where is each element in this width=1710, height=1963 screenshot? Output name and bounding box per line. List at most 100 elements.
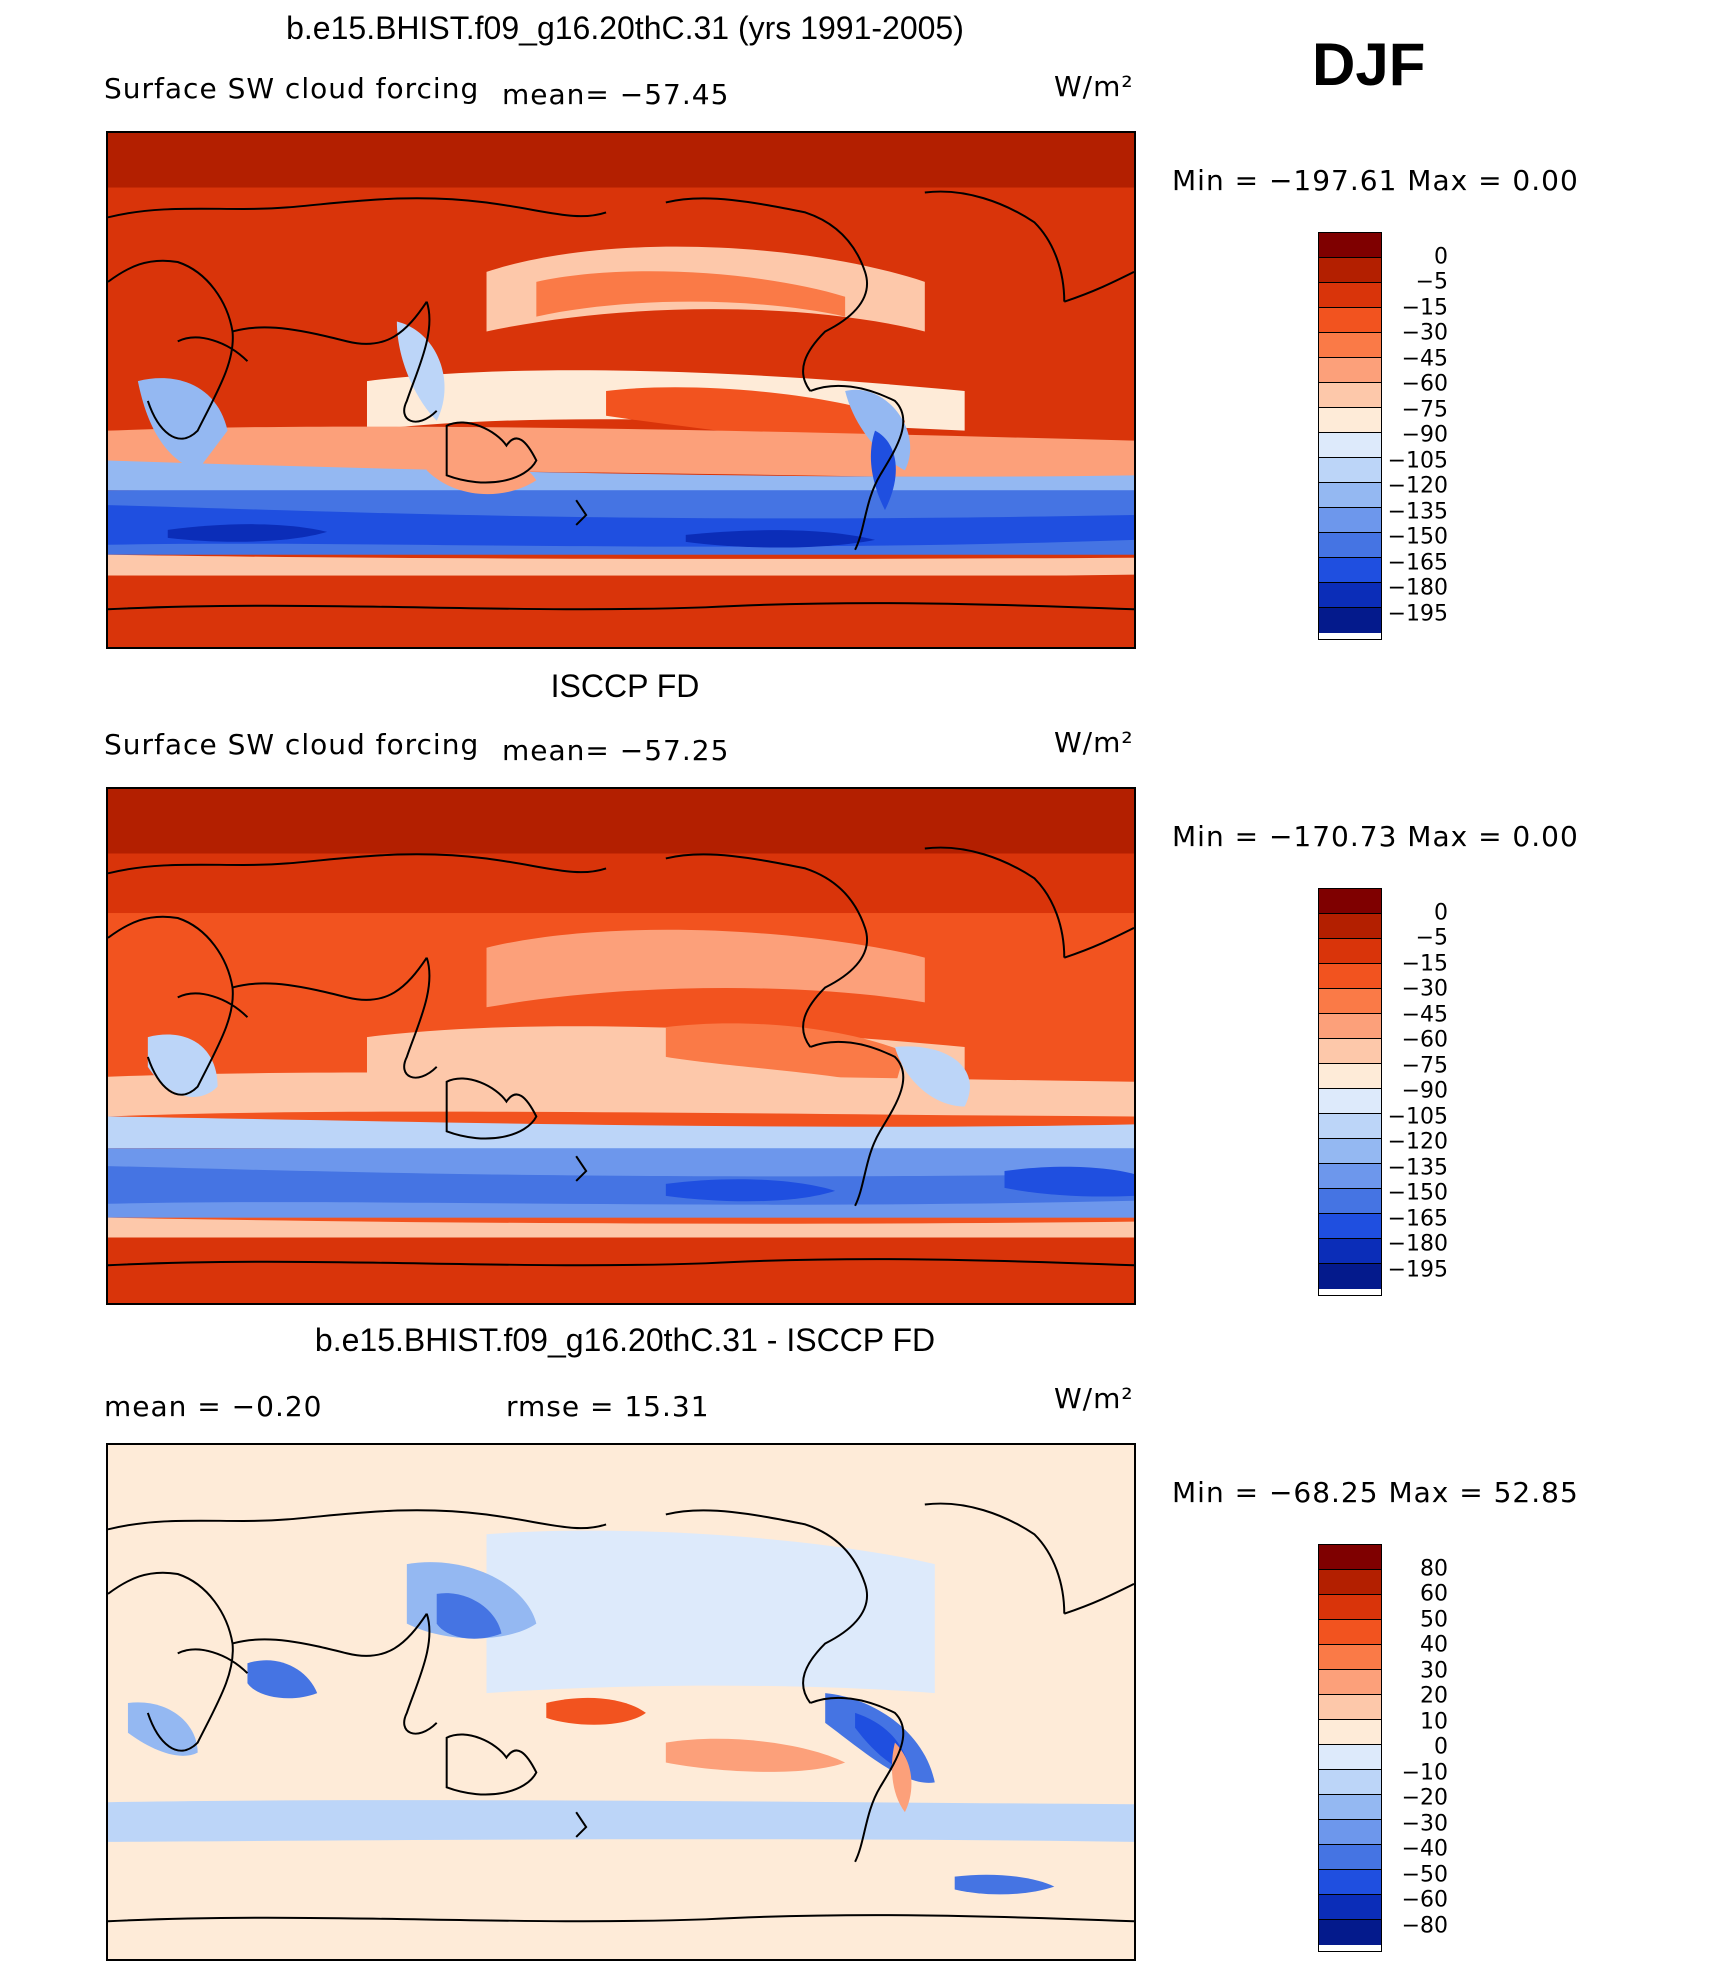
panel3-colorbar-swatch-0 — [1319, 1545, 1381, 1570]
panel2-map-svg — [108, 789, 1134, 1303]
panel3-colorbar-label: −30 — [1401, 1811, 1448, 1837]
panel2-colorbar-label: −45 — [1401, 1002, 1448, 1028]
panel1-colorbar-label: −105 — [1387, 448, 1448, 474]
panel2-colorbar-swatch-11 — [1319, 1164, 1381, 1189]
panel1-colorbar-label: −195 — [1387, 601, 1448, 627]
panel2-units-label: W/m² — [1054, 726, 1134, 759]
panel2-colorbar-label: −60 — [1401, 1027, 1448, 1053]
panel3-colorbar-label: −50 — [1401, 1862, 1448, 1888]
panel2-colorbar-swatch-3 — [1319, 964, 1381, 989]
panel2-colorbar — [1318, 888, 1382, 1296]
panel3-colorbar-label: 20 — [1420, 1683, 1448, 1709]
panel3-colorbar-swatch-7 — [1319, 1720, 1381, 1745]
panel3-colorbar-swatch-15 — [1319, 1920, 1381, 1945]
panel3-rmse-label: rmse = 15.31 — [506, 1390, 710, 1423]
panel3-colorbar-swatch-11 — [1319, 1820, 1381, 1845]
panel2-colorbar-label: −15 — [1401, 951, 1448, 977]
panel2-title: ISCCP FD — [550, 668, 700, 704]
panel2-colorbar-label: −195 — [1387, 1257, 1448, 1283]
panel1-colorbar-swatch-10 — [1319, 483, 1381, 508]
panel2-colorbar-swatch-12 — [1319, 1189, 1381, 1214]
panel3-units-label: W/m² — [1054, 1382, 1134, 1415]
panel3-colorbar-label: 40 — [1420, 1632, 1448, 1658]
panel3-colorbar-label: 10 — [1420, 1709, 1448, 1735]
panel1-colorbar-label: −75 — [1401, 397, 1448, 423]
panel3-map-svg — [108, 1445, 1134, 1959]
panel3-colorbar-swatch-9 — [1319, 1770, 1381, 1795]
panel2-colorbar-label: −150 — [1387, 1180, 1448, 1206]
panel2-colorbar-label: −165 — [1387, 1206, 1448, 1232]
panel3-colorbar — [1318, 1544, 1382, 1952]
panel3-colorbar-swatch-12 — [1319, 1845, 1381, 1870]
panel1-colorbar-swatch-13 — [1319, 558, 1381, 583]
panel1-colorbar-label: −60 — [1401, 371, 1448, 397]
panel1-title: b.e15.BHIST.f09_g16.20thC.31 (yrs 1991-2… — [286, 10, 964, 46]
panel1-colorbar-swatch-9 — [1319, 458, 1381, 483]
panel2-colorbar-swatch-7 — [1319, 1064, 1381, 1089]
panel3-colorbar-swatch-3 — [1319, 1620, 1381, 1645]
panel2-map — [106, 787, 1136, 1305]
panel3-colorbar-swatch-10 — [1319, 1795, 1381, 1820]
panel1-colorbar-swatch-4 — [1319, 333, 1381, 358]
panel3-map — [106, 1443, 1136, 1961]
panel3-colorbar-label: 50 — [1420, 1607, 1448, 1633]
panel3-colorbar-labels: 80 60 50 40 30 20 10 0 −10 −20 −30 −40 −… — [1392, 1544, 1448, 1952]
panel1-colorbar-label: 0 — [1434, 244, 1448, 270]
panel3-colorbar-label: 30 — [1420, 1658, 1448, 1684]
panel1-colorbar-swatch-12 — [1319, 533, 1381, 558]
panel1-colorbar-label: −5 — [1415, 269, 1448, 295]
panel3-colorbar-swatch-13 — [1319, 1870, 1381, 1895]
panel1-colorbar-swatch-0 — [1319, 233, 1381, 258]
panel1-colorbar-swatch-11 — [1319, 508, 1381, 533]
panel3-colorbar-swatch-4 — [1319, 1645, 1381, 1670]
panel1-colorbar-label: −90 — [1401, 422, 1448, 448]
panel3-colorbar-label: −60 — [1401, 1887, 1448, 1913]
panel3-colorbar-swatch-14 — [1319, 1895, 1381, 1920]
panel3-colorbar-swatch-6 — [1319, 1695, 1381, 1720]
panel1-colorbar-swatch-5 — [1319, 358, 1381, 383]
panel1-colorbar-label: −15 — [1401, 295, 1448, 321]
panel2-colorbar-label: −30 — [1401, 976, 1448, 1002]
panel1-colorbar-swatch-14 — [1319, 583, 1381, 608]
panel2-colorbar-swatch-4 — [1319, 989, 1381, 1014]
panel1-minmax: Min = −197.61 Max = 0.00 — [1172, 164, 1579, 197]
panel3-colorbar-swatch-8 — [1319, 1745, 1381, 1770]
panel1-colorbar-label: −165 — [1387, 550, 1448, 576]
panel1-colorbar-swatch-15 — [1319, 608, 1381, 633]
panel2-colorbar-label: −75 — [1401, 1053, 1448, 1079]
panel1-colorbar — [1318, 232, 1382, 640]
panel2-colorbar-label: −135 — [1387, 1155, 1448, 1181]
panel1-mean-label: mean= −57.45 — [502, 78, 730, 111]
panel3-colorbar-label: 80 — [1420, 1556, 1448, 1582]
panel1-map-svg — [108, 133, 1134, 647]
panel2-variable-label: Surface SW cloud forcing — [104, 728, 480, 761]
panel3-colorbar-swatch-2 — [1319, 1595, 1381, 1620]
panel3-colorbar-label: −20 — [1401, 1785, 1448, 1811]
panel3-colorbar-swatch-5 — [1319, 1670, 1381, 1695]
panel3-colorbar-swatch-1 — [1319, 1570, 1381, 1595]
panel2-colorbar-swatch-13 — [1319, 1214, 1381, 1239]
panel1-map — [106, 131, 1136, 649]
panel1-colorbar-labels: 0 −5 −15 −30 −45 −60 −75 −90 −105 −120 −… — [1388, 232, 1448, 640]
panel1-colorbar-swatch-8 — [1319, 433, 1381, 458]
panel2-colorbar-swatch-14 — [1319, 1239, 1381, 1264]
panel1-colorbar-label: −30 — [1401, 320, 1448, 346]
panel2-colorbar-label: −5 — [1415, 925, 1448, 951]
panel2-colorbar-swatch-8 — [1319, 1089, 1381, 1114]
panel2-colorbar-swatch-9 — [1319, 1114, 1381, 1139]
panel2-colorbar-swatch-2 — [1319, 939, 1381, 964]
panel2-colorbar-swatch-1 — [1319, 914, 1381, 939]
panel3-colorbar-label: −40 — [1401, 1836, 1448, 1862]
panel2-colorbar-swatch-0 — [1319, 889, 1381, 914]
panel2-colorbar-label: −120 — [1387, 1129, 1448, 1155]
panel3-colorbar-label: 0 — [1434, 1734, 1448, 1760]
panel3-mean-label: mean = −0.20 — [104, 1390, 323, 1423]
panel2-colorbar-swatch-10 — [1319, 1139, 1381, 1164]
panel3-minmax: Min = −68.25 Max = 52.85 — [1172, 1476, 1579, 1509]
panel1-colorbar-label: −150 — [1387, 524, 1448, 550]
panel2-minmax: Min = −170.73 Max = 0.00 — [1172, 820, 1579, 853]
panel1-colorbar-label: −180 — [1387, 575, 1448, 601]
panel3-colorbar-label: −10 — [1401, 1760, 1448, 1786]
panel3-colorbar-label: 60 — [1420, 1581, 1448, 1607]
panel2-colorbar-labels: 0 −5 −15 −30 −45 −60 −75 −90 −105 −120 −… — [1388, 888, 1448, 1296]
